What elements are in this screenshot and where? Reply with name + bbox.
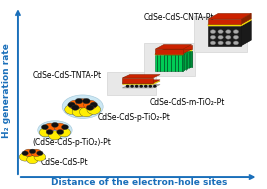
Bar xyxy=(155,55,183,71)
Circle shape xyxy=(31,149,41,156)
Bar xyxy=(155,49,183,54)
Circle shape xyxy=(19,153,31,161)
Circle shape xyxy=(154,85,156,87)
Circle shape xyxy=(127,85,129,87)
Circle shape xyxy=(29,149,36,154)
Circle shape xyxy=(233,30,238,33)
Text: H₂ generation rate: H₂ generation rate xyxy=(2,43,11,138)
Circle shape xyxy=(49,131,61,140)
Circle shape xyxy=(72,107,86,117)
Circle shape xyxy=(27,156,38,164)
Polygon shape xyxy=(183,51,191,71)
Polygon shape xyxy=(208,13,251,19)
Bar xyxy=(208,26,241,46)
Circle shape xyxy=(210,30,215,33)
Text: (CdSe-CdS-p-TiO₂)-Pt: (CdSe-CdS-p-TiO₂)-Pt xyxy=(33,138,111,147)
FancyBboxPatch shape xyxy=(107,72,156,95)
Ellipse shape xyxy=(62,95,103,119)
Circle shape xyxy=(39,128,52,137)
Bar xyxy=(155,54,183,55)
Circle shape xyxy=(131,85,133,87)
Circle shape xyxy=(52,122,58,127)
Text: CdSe-CdS-TNTA-Pt: CdSe-CdS-TNTA-Pt xyxy=(33,71,102,80)
Text: CdSe-CdS-m-TiO₂-Pt: CdSe-CdS-m-TiO₂-Pt xyxy=(150,98,225,107)
Circle shape xyxy=(136,85,138,87)
Polygon shape xyxy=(122,84,160,88)
Circle shape xyxy=(83,98,90,104)
Circle shape xyxy=(34,153,46,161)
Circle shape xyxy=(54,123,65,131)
Circle shape xyxy=(57,129,64,135)
Circle shape xyxy=(37,151,43,156)
Circle shape xyxy=(61,125,68,130)
Circle shape xyxy=(75,98,83,104)
Circle shape xyxy=(233,41,238,45)
Text: Distance of the electron-hole sites: Distance of the electron-hole sites xyxy=(51,178,228,187)
Circle shape xyxy=(218,41,223,45)
Text: CdSe-CdS-Pt: CdSe-CdS-Pt xyxy=(40,159,88,167)
Polygon shape xyxy=(122,81,160,84)
Polygon shape xyxy=(122,75,160,78)
Circle shape xyxy=(41,125,48,130)
Circle shape xyxy=(76,99,89,108)
Bar xyxy=(208,24,241,26)
Polygon shape xyxy=(122,80,160,83)
Polygon shape xyxy=(164,45,191,49)
Circle shape xyxy=(22,151,28,156)
Circle shape xyxy=(226,41,231,45)
Circle shape xyxy=(90,102,97,108)
FancyBboxPatch shape xyxy=(194,16,247,52)
Circle shape xyxy=(72,105,79,110)
Circle shape xyxy=(23,149,34,156)
Circle shape xyxy=(45,123,56,131)
Circle shape xyxy=(210,35,215,39)
Polygon shape xyxy=(164,51,191,67)
Circle shape xyxy=(58,128,70,137)
Circle shape xyxy=(218,30,223,33)
Circle shape xyxy=(218,35,223,39)
Circle shape xyxy=(226,35,231,39)
Ellipse shape xyxy=(38,121,72,139)
Circle shape xyxy=(68,102,75,108)
Circle shape xyxy=(140,85,142,87)
Bar xyxy=(208,19,241,24)
Polygon shape xyxy=(122,78,153,83)
Polygon shape xyxy=(155,49,191,54)
Circle shape xyxy=(226,30,231,33)
Circle shape xyxy=(233,35,238,39)
Circle shape xyxy=(86,105,94,110)
Circle shape xyxy=(84,100,97,109)
Circle shape xyxy=(69,100,82,109)
Polygon shape xyxy=(241,20,251,46)
FancyBboxPatch shape xyxy=(144,43,195,76)
Polygon shape xyxy=(155,45,191,49)
Circle shape xyxy=(149,85,151,87)
Circle shape xyxy=(46,129,53,135)
Polygon shape xyxy=(241,13,251,24)
Polygon shape xyxy=(241,19,251,26)
Circle shape xyxy=(80,107,93,117)
Text: CdSe-CdS-p-TiO₂-Pt: CdSe-CdS-p-TiO₂-Pt xyxy=(97,112,170,122)
Circle shape xyxy=(145,85,147,87)
Polygon shape xyxy=(164,49,191,51)
Circle shape xyxy=(65,105,78,114)
Circle shape xyxy=(210,41,215,45)
Circle shape xyxy=(87,105,101,114)
Text: CdSe-CdS-CNTA-Pt: CdSe-CdS-CNTA-Pt xyxy=(143,13,214,22)
